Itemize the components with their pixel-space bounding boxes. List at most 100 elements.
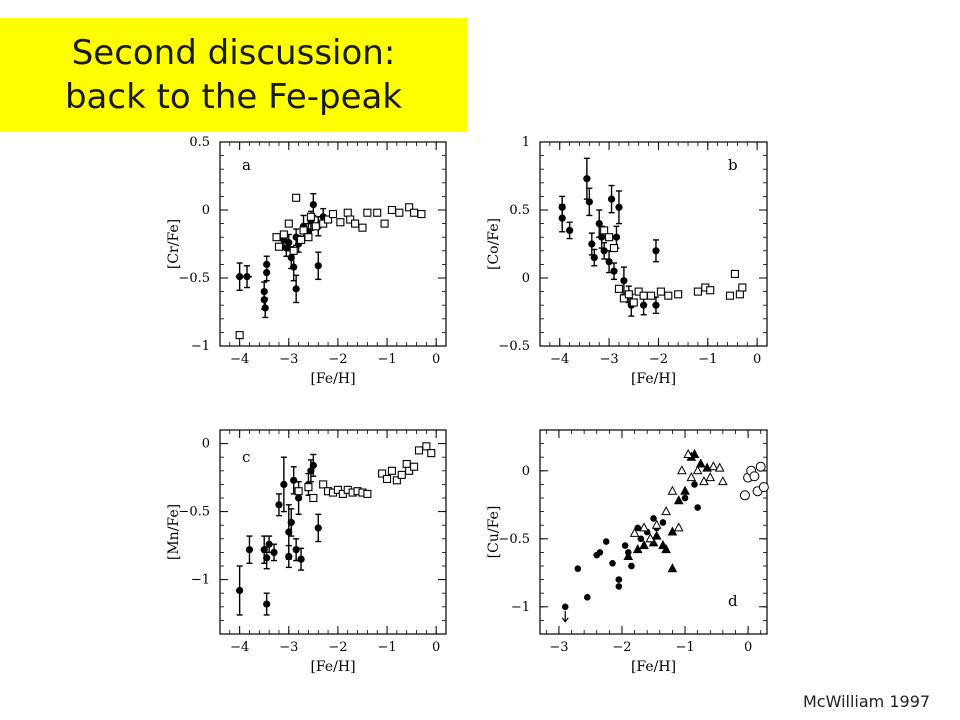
plot-frame	[219, 429, 447, 635]
data-point	[297, 555, 305, 563]
data-point	[637, 535, 645, 543]
data-point	[619, 294, 628, 303]
data-point	[629, 298, 638, 307]
data-point	[272, 233, 281, 242]
data-point	[558, 214, 566, 222]
x-axis-label: [Fe/H]	[310, 659, 355, 675]
y-tick-label: 0.5	[509, 203, 530, 218]
plot-frame	[539, 141, 768, 347]
data-point	[600, 226, 609, 235]
x-tick-label: −3	[279, 352, 298, 367]
x-tick-label: 0	[432, 352, 440, 367]
data-point	[351, 219, 360, 228]
y-axis-label: [Co/Fe]	[486, 218, 502, 270]
data-point	[686, 472, 697, 482]
data-point	[639, 522, 649, 532]
data-point	[646, 291, 656, 300]
data-point	[289, 246, 298, 255]
data-point	[402, 459, 411, 469]
data-point	[397, 470, 406, 479]
x-tick-label: 0	[744, 640, 752, 655]
x-tick-label: −2	[649, 352, 668, 367]
data-point	[689, 448, 700, 458]
data-point	[725, 291, 735, 300]
data-point	[263, 268, 271, 277]
data-point	[284, 219, 293, 228]
data-point	[615, 576, 623, 583]
citation-credit: McWilliam 1997	[803, 692, 931, 711]
data-point	[270, 548, 278, 557]
data-point	[639, 291, 648, 300]
data-point	[677, 465, 687, 475]
data-point	[705, 472, 716, 482]
data-point	[640, 301, 648, 309]
y-tick-label: −1	[511, 600, 530, 615]
y-tick-label: −0.5	[178, 505, 210, 520]
data-point	[735, 290, 744, 299]
data-point	[297, 235, 306, 244]
slide-title-line-2: back to the Fe-peak	[64, 77, 403, 117]
chart-panel-a: −4 −3 −2 −1 0 0.5 0 −0.5 −1 [Fe/H] [Cr/Fe] a	[166, 135, 447, 387]
data-point	[718, 476, 728, 486]
data-point	[346, 215, 355, 224]
data-point	[602, 538, 610, 545]
data-point	[410, 462, 419, 471]
data-point	[299, 226, 308, 235]
x-tick-label: −4	[550, 352, 569, 367]
data-point	[693, 287, 702, 296]
data-point	[427, 449, 436, 458]
x-tick-label: 0	[753, 352, 761, 367]
data-point	[306, 212, 315, 221]
data-point	[304, 483, 313, 492]
data-point	[417, 210, 426, 219]
x-axis-label: [Fe/H]	[631, 371, 676, 387]
upper-limit-arrowhead	[561, 617, 569, 623]
data-point	[629, 527, 640, 537]
data-point	[235, 331, 244, 340]
data-point	[387, 205, 397, 215]
data-point	[324, 215, 333, 224]
data-point	[621, 542, 629, 549]
data-point	[373, 208, 382, 217]
data-point	[634, 287, 643, 296]
data-point	[667, 563, 678, 573]
data-point	[585, 198, 593, 206]
x-tick-label: −3	[600, 352, 619, 367]
data-point	[694, 504, 701, 511]
data-point	[243, 273, 251, 281]
data-point	[328, 210, 338, 219]
x-tick-label: −4	[230, 352, 249, 367]
data-point	[245, 546, 254, 554]
data-point	[319, 480, 328, 489]
data-point	[395, 208, 404, 217]
data-point	[336, 218, 345, 227]
data-point	[588, 240, 596, 248]
data-point	[292, 285, 300, 293]
x-tick-label: −1	[675, 640, 694, 655]
chart-panel-d: −3 −2 −1 0 0 −0.5 −1 [Fe/H] [Cu/Fe] d	[486, 429, 769, 675]
data-point	[623, 550, 634, 560]
data-point	[260, 296, 268, 304]
y-axis-label: [Cu/Fe]	[486, 506, 502, 559]
plot-frame	[539, 429, 768, 635]
data-point	[738, 283, 747, 292]
x-tick-label: −2	[328, 640, 347, 655]
data-point	[639, 540, 649, 550]
y-tick-label: −1	[191, 339, 210, 354]
data-point	[674, 290, 683, 299]
x-tick-label: −4	[230, 640, 249, 655]
data-point	[343, 208, 352, 217]
data-point	[304, 233, 313, 242]
data-point	[598, 233, 606, 241]
y-tick-label: 0	[202, 203, 210, 218]
data-point	[422, 442, 431, 451]
data-point	[566, 226, 574, 234]
data-point	[583, 593, 591, 601]
data-point	[664, 291, 673, 300]
x-tick-label: −1	[377, 640, 396, 655]
data-point	[624, 290, 633, 299]
data-point	[311, 222, 320, 231]
data-point	[583, 175, 591, 183]
slide-title-line-1: Second discussion:	[71, 33, 396, 73]
data-point	[683, 448, 694, 458]
